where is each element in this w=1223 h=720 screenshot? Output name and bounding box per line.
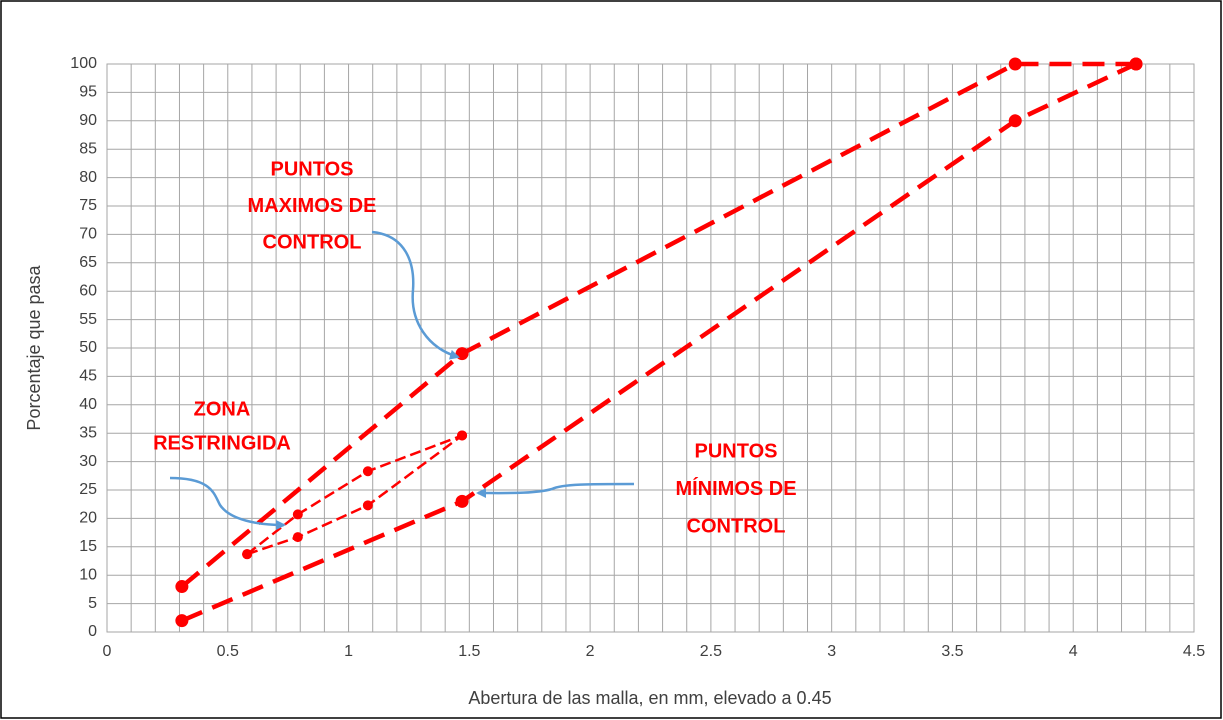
y-tick-label: 10: [79, 566, 97, 583]
series-line: [181, 61, 1137, 623]
data-point: [457, 430, 468, 441]
y-tick-label: 45: [79, 368, 97, 385]
x-tick-label: 4.5: [1183, 643, 1205, 660]
y-tick-label: 25: [79, 481, 97, 498]
annotation: PUNTOS: [271, 158, 354, 180]
x-tick-label: 2.5: [700, 643, 722, 660]
data-point: [242, 549, 253, 560]
x-tick-label: 1: [344, 643, 353, 660]
x-tick-label: 0: [103, 643, 112, 660]
x-tick-label: 3: [827, 643, 836, 660]
annotation: MAXIMOS DE: [248, 195, 377, 217]
y-tick-label: 80: [79, 169, 97, 186]
y-tick-label: 35: [79, 424, 97, 441]
y-tick-label: 60: [79, 282, 97, 299]
y-axis-title: Porcentaje que pasa: [24, 264, 44, 430]
y-tick-label: 65: [79, 254, 97, 271]
y-tick-label: 75: [79, 197, 97, 214]
annotation: PUNTOS: [695, 440, 778, 462]
data-point: [1008, 57, 1022, 71]
plot: [175, 57, 1143, 628]
annotations: PUNTOS MAXIMOS DE CONTROL ZONA RESTRINGIDA PU…: [153, 158, 796, 537]
y-tick-label: 0: [88, 623, 97, 640]
data-point: [455, 347, 469, 361]
x-tick-label: 3.5: [941, 643, 963, 660]
arrow: [476, 482, 635, 499]
data-point: [1008, 114, 1022, 128]
y-tick-label: 85: [79, 140, 97, 157]
y-tick-label: 90: [79, 112, 97, 129]
arrow: [371, 230, 460, 360]
y-tick-label: 50: [79, 339, 97, 356]
series-line: [180, 61, 1137, 589]
x-tick-label: 4: [1069, 643, 1078, 660]
y-tick-label: 15: [79, 538, 97, 555]
data-point: [292, 532, 303, 543]
y-tick-label: 55: [79, 311, 97, 328]
x-tick-label: 1.5: [458, 643, 480, 660]
y-tick-label: 30: [79, 453, 97, 470]
data-point: [175, 614, 189, 628]
y-tick-label: 100: [70, 55, 97, 72]
data-point: [292, 509, 303, 520]
y-tick-label: 20: [79, 510, 97, 527]
annotation: ZONA: [194, 398, 251, 420]
y-tick-label: 95: [79, 84, 97, 101]
data-point: [1129, 57, 1143, 71]
y-tick-label: 5: [88, 595, 97, 612]
data-point: [175, 580, 189, 594]
x-tick-label: 2: [586, 643, 595, 660]
y-tick-label: 40: [79, 396, 97, 413]
series-line: [246, 434, 463, 556]
series-line: [246, 434, 463, 556]
x-tick-label: 0.5: [217, 643, 239, 660]
annotation: MÍNIMOS DE: [675, 477, 796, 500]
annotation: RESTRINGIDA: [153, 432, 291, 454]
x-axis-title: Abertura de las malla, en mm, elevado a …: [468, 688, 831, 708]
y-tick-label: 70: [79, 226, 97, 243]
data-point: [362, 500, 373, 511]
data-point: [362, 466, 373, 477]
plot-border: [106, 63, 1195, 633]
annotation: CONTROL: [687, 515, 786, 537]
annotation: CONTROL: [263, 231, 362, 253]
arrow: [169, 476, 286, 530]
data-point: [455, 494, 469, 508]
